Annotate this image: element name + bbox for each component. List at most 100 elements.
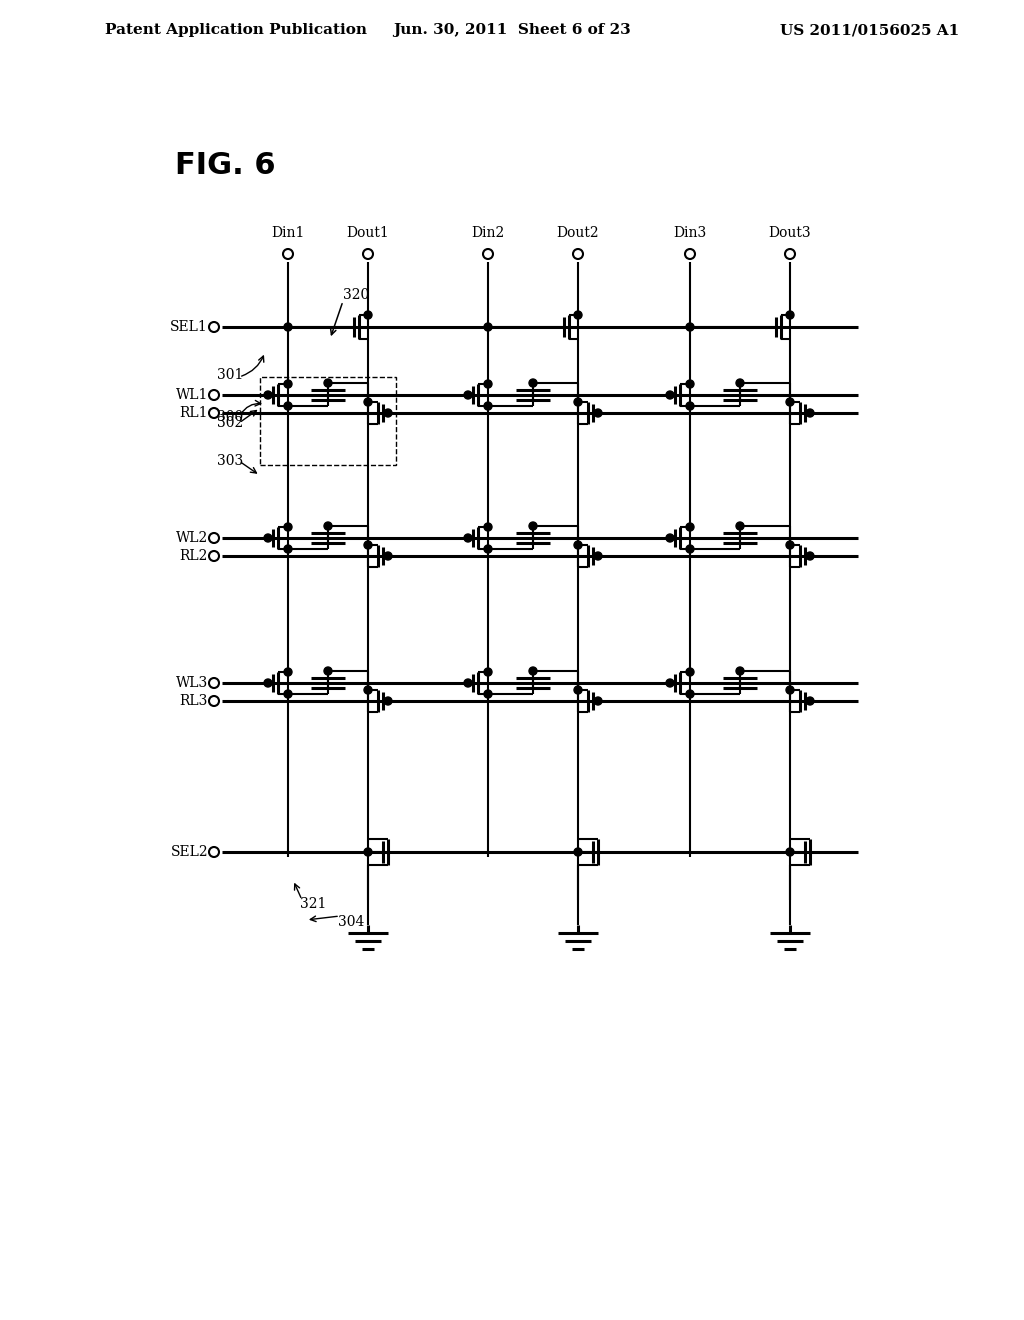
Text: 303: 303 — [217, 454, 244, 469]
Circle shape — [384, 409, 392, 417]
Circle shape — [594, 552, 602, 560]
Circle shape — [529, 379, 537, 387]
Circle shape — [686, 690, 694, 698]
Circle shape — [324, 379, 332, 387]
Circle shape — [364, 847, 372, 855]
Text: FIG. 6: FIG. 6 — [175, 150, 275, 180]
Circle shape — [594, 409, 602, 417]
Circle shape — [284, 545, 292, 553]
Circle shape — [529, 521, 537, 531]
Circle shape — [209, 847, 219, 857]
Circle shape — [686, 545, 694, 553]
Circle shape — [324, 667, 332, 675]
Circle shape — [283, 249, 293, 259]
Circle shape — [484, 690, 492, 698]
Circle shape — [464, 535, 472, 543]
Text: WL1: WL1 — [176, 388, 208, 403]
Circle shape — [364, 541, 372, 549]
Text: RL1: RL1 — [179, 407, 208, 420]
Circle shape — [594, 697, 602, 705]
Circle shape — [264, 678, 272, 686]
Circle shape — [786, 847, 794, 855]
Circle shape — [284, 403, 292, 411]
Text: 302: 302 — [217, 416, 244, 430]
Circle shape — [464, 678, 472, 686]
Text: SEL1: SEL1 — [170, 319, 208, 334]
Circle shape — [786, 312, 794, 319]
Circle shape — [736, 521, 744, 531]
Circle shape — [483, 249, 493, 259]
Circle shape — [786, 686, 794, 694]
Circle shape — [666, 391, 674, 399]
Circle shape — [284, 380, 292, 388]
Text: 300: 300 — [217, 411, 244, 424]
Circle shape — [484, 523, 492, 531]
Text: 304: 304 — [338, 915, 365, 929]
Circle shape — [685, 249, 695, 259]
Circle shape — [573, 249, 583, 259]
Circle shape — [264, 391, 272, 399]
Circle shape — [364, 312, 372, 319]
Circle shape — [736, 667, 744, 675]
Text: Dout1: Dout1 — [347, 226, 389, 240]
Circle shape — [209, 696, 219, 706]
Circle shape — [324, 521, 332, 531]
Circle shape — [686, 668, 694, 676]
Text: RL2: RL2 — [179, 549, 208, 564]
Circle shape — [284, 668, 292, 676]
Circle shape — [209, 408, 219, 418]
Circle shape — [284, 323, 292, 331]
Circle shape — [484, 668, 492, 676]
Text: Din2: Din2 — [471, 226, 505, 240]
Text: Din3: Din3 — [674, 226, 707, 240]
Circle shape — [484, 323, 492, 331]
Circle shape — [666, 678, 674, 686]
Circle shape — [686, 323, 694, 331]
Circle shape — [209, 678, 219, 688]
Circle shape — [686, 523, 694, 531]
Text: RL3: RL3 — [179, 694, 208, 708]
Text: Din1: Din1 — [271, 226, 305, 240]
Circle shape — [574, 847, 582, 855]
Text: SEL2: SEL2 — [170, 845, 208, 859]
Circle shape — [384, 697, 392, 705]
Circle shape — [574, 541, 582, 549]
Circle shape — [686, 380, 694, 388]
Circle shape — [384, 552, 392, 560]
Circle shape — [284, 690, 292, 698]
Circle shape — [364, 399, 372, 407]
Circle shape — [666, 535, 674, 543]
Circle shape — [464, 391, 472, 399]
Text: WL3: WL3 — [176, 676, 208, 690]
Text: Jun. 30, 2011  Sheet 6 of 23: Jun. 30, 2011 Sheet 6 of 23 — [393, 22, 631, 37]
Circle shape — [484, 403, 492, 411]
Circle shape — [209, 533, 219, 543]
Text: Dout2: Dout2 — [557, 226, 599, 240]
Text: Patent Application Publication: Patent Application Publication — [105, 22, 367, 37]
Text: WL2: WL2 — [176, 531, 208, 545]
Circle shape — [574, 312, 582, 319]
Bar — [260, 378, 396, 465]
Circle shape — [806, 409, 814, 417]
Circle shape — [574, 686, 582, 694]
Circle shape — [529, 667, 537, 675]
Circle shape — [209, 322, 219, 333]
Circle shape — [806, 552, 814, 560]
Circle shape — [786, 541, 794, 549]
Circle shape — [484, 545, 492, 553]
Text: 320: 320 — [343, 288, 370, 302]
Circle shape — [364, 686, 372, 694]
Circle shape — [284, 523, 292, 531]
Circle shape — [686, 403, 694, 411]
Circle shape — [264, 535, 272, 543]
Circle shape — [209, 389, 219, 400]
Circle shape — [736, 379, 744, 387]
Text: 301: 301 — [217, 368, 244, 381]
Circle shape — [574, 399, 582, 407]
Text: US 2011/0156025 A1: US 2011/0156025 A1 — [780, 22, 959, 37]
Circle shape — [484, 380, 492, 388]
Circle shape — [209, 550, 219, 561]
Text: 321: 321 — [300, 898, 327, 911]
Circle shape — [806, 697, 814, 705]
Text: Dout3: Dout3 — [769, 226, 811, 240]
